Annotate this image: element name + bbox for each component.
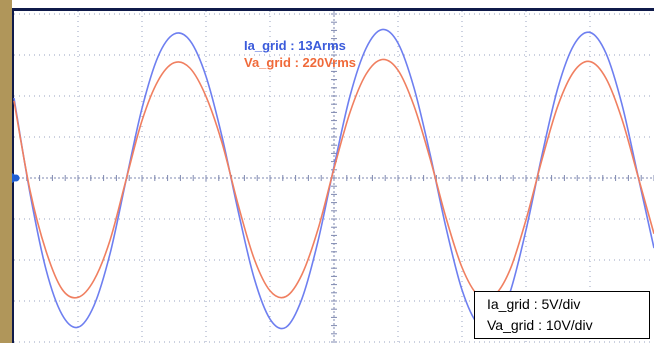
scale-legend-box: Ia_grid : 5V/div Va_grid : 10V/div [474, 291, 650, 339]
scale-ia-line: Ia_grid : 5V/div [487, 296, 581, 312]
left-strip [0, 0, 12, 343]
plot-area [12, 10, 654, 343]
scale-va-line: Va_grid : 10V/div [487, 317, 593, 333]
series-line-va-grid [13, 58, 654, 300]
ground-marker-dot [12, 174, 20, 182]
traces [13, 28, 654, 331]
va-annotation: Va_grid : 220Vrms [244, 55, 356, 70]
top-frame [12, 8, 654, 11]
ia-annotation: Ia_grid : 13Arms [244, 38, 346, 53]
grid [13, 11, 654, 343]
